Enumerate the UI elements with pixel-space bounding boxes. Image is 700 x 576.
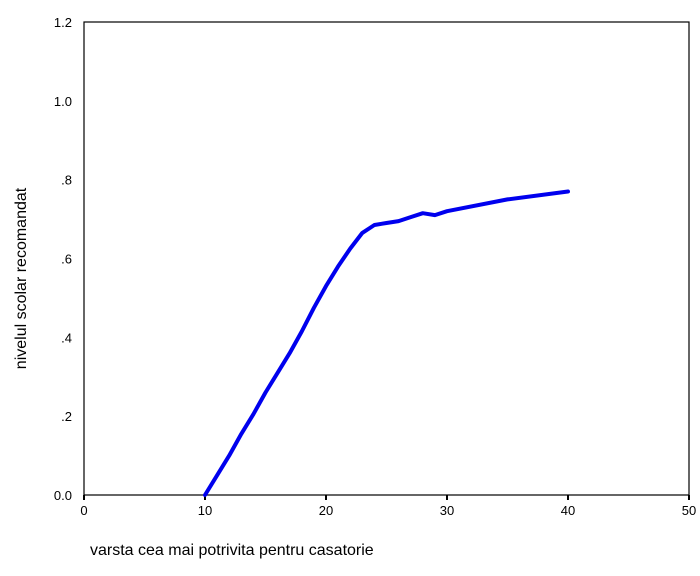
y-tick-label: .6 xyxy=(61,252,72,267)
x-tick-label: 20 xyxy=(319,503,333,518)
plot-area-frame xyxy=(83,21,690,496)
x-tick-label: 0 xyxy=(80,503,87,518)
x-axis-ticks: 0 10 20 30 40 50 xyxy=(80,495,696,518)
y-tick-label: 1.2 xyxy=(54,15,72,30)
x-tick-label: 40 xyxy=(561,503,575,518)
y-axis-ticks: 0.0 .2 .4 .6 .8 1.0 1.2 xyxy=(54,15,72,503)
x-tick-label: 30 xyxy=(440,503,454,518)
x-tick-label: 10 xyxy=(198,503,212,518)
x-axis-title: varsta cea mai potrivita pentru casatori… xyxy=(90,542,374,559)
y-axis-title: nivelul scolar recomandat xyxy=(13,187,30,369)
series-line xyxy=(203,189,570,497)
y-tick-label: .8 xyxy=(61,173,72,188)
series-layer xyxy=(203,189,570,497)
y-tick-label: .4 xyxy=(61,330,72,345)
y-tick-label: .2 xyxy=(61,409,72,424)
y-tick-label: 0.0 xyxy=(54,488,72,503)
x-tick-label: 50 xyxy=(682,503,696,518)
y-tick-label: 1.0 xyxy=(54,94,72,109)
